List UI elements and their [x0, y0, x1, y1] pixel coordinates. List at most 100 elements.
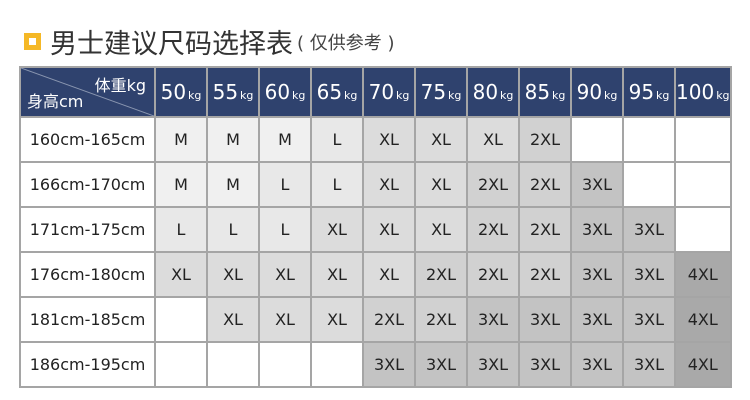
- size-cell: XL: [362, 161, 416, 208]
- weight-value: 70: [368, 80, 395, 104]
- size-cell: [674, 116, 732, 163]
- size-cell: 2XL: [414, 251, 468, 298]
- weight-header: 50 kg: [154, 66, 208, 118]
- size-cell: 4XL: [674, 341, 732, 388]
- size-cell: 4XL: [674, 251, 732, 298]
- table-row: 181cm-185cm XL XL XL 2XL 2XL 3XL 3XL 3XL 3XL 4XL: [19, 296, 732, 343]
- square-bullet-icon: [24, 33, 41, 50]
- size-cell: 3XL: [570, 161, 624, 208]
- weight-unit: kg: [448, 89, 462, 102]
- height-cell: 171cm-175cm: [19, 206, 156, 253]
- size-cell: [674, 161, 732, 208]
- size-cell: 2XL: [466, 161, 520, 208]
- size-cell: 3XL: [622, 296, 676, 343]
- weight-header: 90 kg: [570, 66, 624, 118]
- weight-value: 80: [472, 80, 499, 104]
- size-chart-table: 体重kg 身高cm 50 kg 55 kg 60 kg 65 kg 70 kg 75 kg 80 kg 85…: [19, 66, 732, 388]
- size-cell: XL: [466, 116, 520, 163]
- diagonal-divider: [21, 68, 154, 116]
- title-note: ( 仅供参考 ): [297, 32, 395, 54]
- size-cell: L: [206, 206, 260, 253]
- weight-unit: kg: [604, 89, 618, 102]
- size-cell: L: [310, 161, 364, 208]
- size-cell: M: [154, 161, 208, 208]
- height-cell: 186cm-195cm: [19, 341, 156, 388]
- weight-header: 100 kg: [674, 66, 732, 118]
- weight-value: 75: [420, 80, 447, 104]
- size-cell: 3XL: [466, 296, 520, 343]
- weight-unit: kg: [188, 89, 202, 102]
- size-cell: L: [258, 206, 312, 253]
- size-cell: XL: [310, 296, 364, 343]
- size-cell: 2XL: [518, 251, 572, 298]
- weight-header: 55 kg: [206, 66, 260, 118]
- size-cell: XL: [310, 251, 364, 298]
- weight-header: 65 kg: [310, 66, 364, 118]
- size-cell: L: [310, 116, 364, 163]
- size-cell: M: [206, 161, 260, 208]
- weight-header: 80 kg: [466, 66, 520, 118]
- weight-value: 85: [524, 80, 551, 104]
- size-cell: 3XL: [570, 251, 624, 298]
- size-cell: [154, 341, 208, 388]
- size-cell: XL: [362, 206, 416, 253]
- size-cell: XL: [258, 296, 312, 343]
- size-cell: 3XL: [518, 296, 572, 343]
- size-cell: XL: [206, 251, 260, 298]
- size-cell: XL: [414, 116, 468, 163]
- size-cell: 3XL: [570, 206, 624, 253]
- size-cell: M: [206, 116, 260, 163]
- size-cell: 2XL: [518, 161, 572, 208]
- size-cell: 3XL: [570, 341, 624, 388]
- weight-value: 90: [576, 80, 603, 104]
- size-cell: XL: [362, 116, 416, 163]
- size-cell: XL: [310, 206, 364, 253]
- weight-value: 60: [264, 80, 291, 104]
- weight-header: 85 kg: [518, 66, 572, 118]
- table-row: 160cm-165cm M M M L XL XL XL 2XL: [19, 116, 732, 163]
- table-row: 166cm-170cm M M L L XL XL 2XL 2XL 3XL: [19, 161, 732, 208]
- weight-unit: kg: [396, 89, 410, 102]
- size-cell: 2XL: [518, 116, 572, 163]
- size-cell: XL: [258, 251, 312, 298]
- size-cell: XL: [414, 206, 468, 253]
- weight-header: 70 kg: [362, 66, 416, 118]
- weight-header: 75 kg: [414, 66, 468, 118]
- height-cell: 166cm-170cm: [19, 161, 156, 208]
- size-cell: 3XL: [622, 206, 676, 253]
- page-title: 男士建议尺码选择表 ( 仅供参考 ): [24, 22, 395, 61]
- table-row: 176cm-180cm XL XL XL XL XL 2XL 2XL 2XL 3XL 3XL 4XL: [19, 251, 732, 298]
- size-cell: [674, 206, 732, 253]
- size-cell: 2XL: [466, 206, 520, 253]
- size-cell: 3XL: [622, 341, 676, 388]
- weight-value: 50: [160, 80, 187, 104]
- size-cell: 3XL: [622, 251, 676, 298]
- title-main: 男士建议尺码选择表: [50, 29, 293, 60]
- size-cell: 3XL: [414, 341, 468, 388]
- height-cell: 160cm-165cm: [19, 116, 156, 163]
- size-cell: 2XL: [466, 251, 520, 298]
- height-label: 身高cm: [27, 92, 84, 111]
- size-cell: M: [154, 116, 208, 163]
- weight-value: 55: [212, 80, 239, 104]
- size-cell: 2XL: [362, 296, 416, 343]
- weight-value: 65: [316, 80, 343, 104]
- size-cell: 3XL: [362, 341, 416, 388]
- size-cell: 3XL: [466, 341, 520, 388]
- weight-label: 体重kg: [94, 76, 146, 95]
- size-cell: 4XL: [674, 296, 732, 343]
- weight-unit: kg: [240, 89, 254, 102]
- size-cell: [310, 341, 364, 388]
- size-cell: L: [154, 206, 208, 253]
- size-cell: [258, 341, 312, 388]
- table-row: 186cm-195cm 3XL 3XL 3XL 3XL 3XL 3XL 4XL: [19, 341, 732, 388]
- size-cell: 2XL: [518, 206, 572, 253]
- size-cell: XL: [206, 296, 260, 343]
- height-cell: 176cm-180cm: [19, 251, 156, 298]
- size-cell: 3XL: [570, 296, 624, 343]
- size-cell: [622, 161, 676, 208]
- weight-header: 95 kg: [622, 66, 676, 118]
- weight-unit: kg: [344, 89, 358, 102]
- weight-unit: kg: [500, 89, 514, 102]
- size-cell: [154, 296, 208, 343]
